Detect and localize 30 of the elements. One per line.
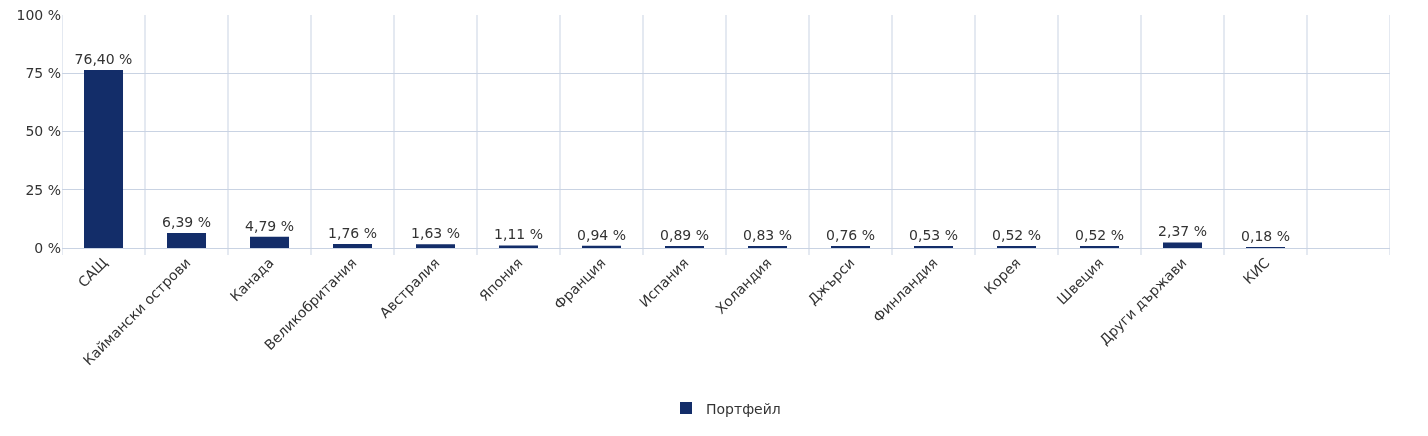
data-label: 0,89 % [660, 226, 709, 243]
y-tick-label: 100 % [16, 6, 61, 23]
y-tick-label: 25 % [25, 181, 61, 198]
data-label: 1,76 % [328, 224, 377, 241]
y-tick-label: 0 % [34, 239, 61, 256]
bar [665, 245, 705, 248]
y-tick-label: 50 % [25, 123, 61, 140]
y-tick-label: 75 % [25, 65, 61, 82]
data-label: 0,52 % [1075, 227, 1124, 243]
data-label: 0,18 % [1241, 228, 1290, 244]
bar [416, 244, 456, 248]
data-label: 6,39 % [162, 214, 211, 231]
data-label: 2,37 % [1158, 223, 1207, 240]
data-label: 76,40 % [74, 50, 133, 67]
data-label: 0,94 % [577, 226, 626, 243]
legend-label: Портфейл [706, 400, 781, 417]
bar [581, 245, 622, 248]
data-label: 4,79 % [245, 217, 294, 234]
bar [1163, 242, 1203, 248]
data-label: 0,52 % [992, 227, 1041, 243]
data-label: 0,83 % [743, 227, 792, 243]
bar [333, 243, 373, 248]
bar [498, 245, 538, 248]
bar [167, 233, 207, 248]
bar [84, 69, 124, 248]
data-label: 0,53 % [909, 227, 958, 243]
data-label: 0,76 % [826, 227, 875, 243]
data-label: 1,63 % [411, 225, 460, 242]
data-label: 1,11 % [494, 226, 543, 243]
bar [250, 236, 290, 248]
